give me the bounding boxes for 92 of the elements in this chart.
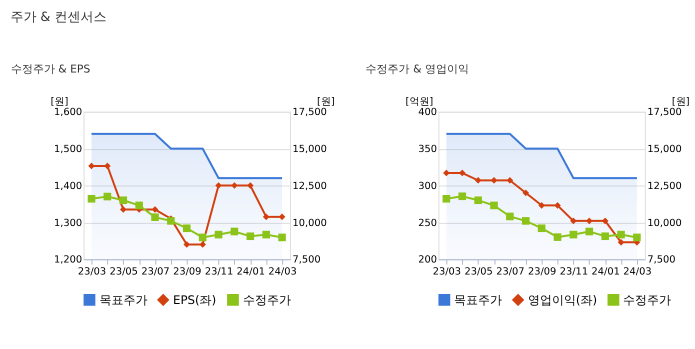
point [215, 182, 222, 189]
y-axis-title: [억원] [406, 96, 434, 108]
point [182, 224, 191, 232]
point [442, 194, 450, 203]
y-tick-label: 1,300 [54, 218, 82, 229]
point [586, 218, 593, 224]
point [522, 217, 530, 225]
point [152, 206, 158, 213]
y-tick-label: 1,500 [54, 144, 82, 156]
point [474, 196, 482, 204]
x-tick-label: 23/05 [464, 266, 493, 278]
point [262, 214, 270, 220]
point [601, 232, 609, 240]
y-tick-label: 1,600 [54, 107, 82, 118]
y2-tick-label: 12,500 [647, 180, 682, 192]
y2-tick-label: 10,000 [647, 218, 682, 229]
point [278, 234, 286, 242]
point [474, 177, 482, 184]
chart-title: 수정주가 & EPS [10, 62, 90, 76]
y-tick-label: 300 [418, 180, 437, 192]
x-tick-label: 23/07 [141, 266, 170, 278]
point [246, 232, 254, 240]
y2-tick-label: 17,500 [292, 107, 327, 118]
y2-axis-title: [원] [672, 96, 690, 108]
y-tick-label: 200 [418, 254, 437, 266]
y-tick-label: 1,400 [54, 180, 82, 192]
point [522, 190, 530, 196]
y2-tick-label: 7,500 [647, 254, 676, 266]
legend-label: EPS(좌) [173, 292, 216, 307]
point [554, 233, 562, 241]
x-tick-label: 23/11 [204, 266, 234, 278]
point [167, 217, 175, 225]
point [88, 194, 96, 203]
x-tick-label: 23/09 [528, 266, 556, 278]
y2-axis-title: [원] [317, 96, 335, 108]
point [262, 230, 270, 238]
y-tick-label: 1,200 [54, 254, 82, 266]
point [570, 230, 578, 238]
y-tick-label: 400 [418, 107, 437, 118]
point [538, 224, 546, 232]
y2-tick-label: 17,500 [647, 107, 682, 118]
point [506, 177, 514, 184]
point [231, 182, 238, 189]
point [88, 162, 95, 170]
point [602, 218, 608, 224]
point [618, 238, 624, 246]
point [538, 202, 545, 209]
legend-label: 영업이익(좌) [528, 292, 598, 307]
point [617, 230, 625, 238]
y-tick-label: 250 [418, 218, 437, 229]
point [135, 202, 143, 210]
chart-title: 수정주가 & 영업이익 [366, 62, 469, 76]
x-tick-label: 23/03 [78, 266, 106, 278]
point [570, 218, 577, 224]
y2-tick-label: 10,000 [292, 218, 327, 229]
point [490, 177, 498, 184]
point [278, 214, 286, 220]
point [458, 192, 466, 200]
point [506, 212, 514, 220]
legend-label: 목표주가 [454, 292, 502, 307]
point [119, 196, 128, 204]
y2-tick-label: 15,000 [292, 144, 327, 156]
legend-label: 수정주가 [242, 292, 291, 307]
point [214, 230, 222, 238]
text: 주가 & 컨센서스 [10, 10, 106, 25]
point [198, 234, 206, 242]
x-tick-label: 24/03 [623, 266, 652, 278]
point [633, 234, 641, 242]
x-tick-label: 23/03 [432, 266, 462, 278]
y2-tick-label: 15,000 [647, 144, 682, 156]
x-tick-label: 24/03 [268, 266, 297, 278]
x-tick-label: 24/01 [236, 266, 265, 278]
point [554, 202, 561, 209]
point [230, 228, 238, 236]
point [104, 192, 112, 200]
point [151, 213, 159, 222]
point [585, 228, 594, 236]
point [104, 162, 111, 170]
y2-tick-label: 7,500 [292, 254, 321, 266]
y2-tick-label: 12,500 [292, 180, 327, 192]
x-tick-label: 23/05 [110, 266, 138, 278]
point [490, 202, 498, 210]
x-tick-label: 24/01 [591, 266, 620, 278]
point [443, 170, 450, 176]
x-tick-label: 23/07 [496, 266, 525, 278]
legend-label: 목표주가 [99, 292, 148, 307]
y-axis-title: [원] [50, 96, 68, 108]
legend-label: 수정주가 [623, 292, 672, 307]
x-tick-label: 23/11 [560, 266, 588, 278]
y-tick-label: 350 [418, 144, 437, 156]
point [199, 241, 206, 248]
x-tick-label: 23/09 [173, 266, 202, 278]
